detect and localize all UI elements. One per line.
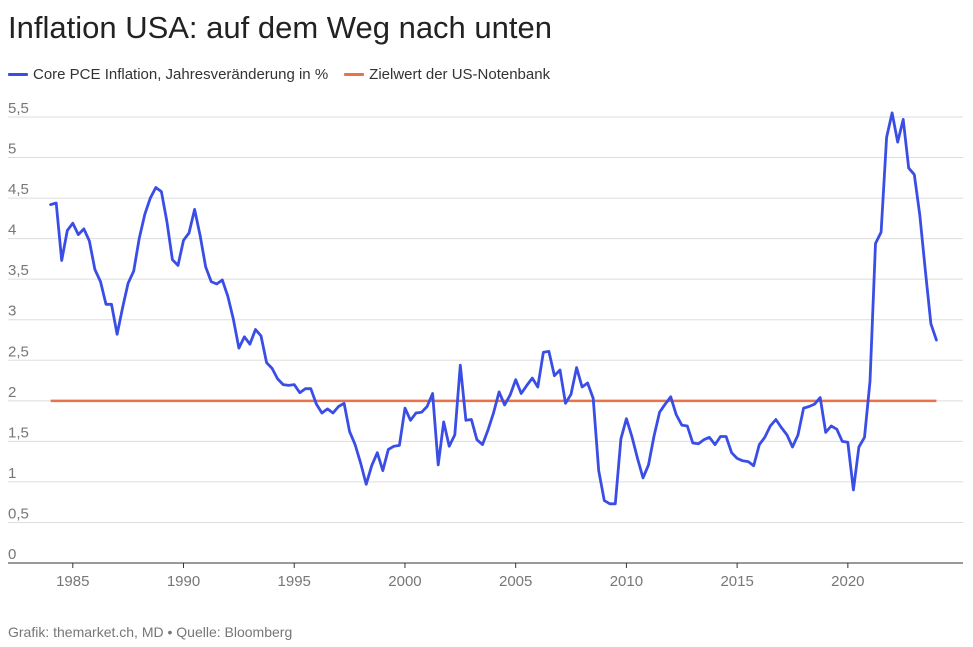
y-tick-label: 5,5 bbox=[8, 100, 29, 117]
y-tick-label: 4,5 bbox=[8, 181, 29, 198]
footer-source: Grafik: themarket.ch, MD • Quelle: Bloom… bbox=[8, 624, 293, 640]
y-tick-label: 2 bbox=[8, 384, 16, 401]
y-tick-label: 0 bbox=[8, 546, 16, 563]
legend-item-core-pce: Core PCE Inflation, Jahresveränderung in… bbox=[8, 66, 328, 83]
legend-item-target: Zielwert der US-Notenbank bbox=[344, 66, 550, 83]
y-tick-label: 5 bbox=[8, 141, 16, 158]
y-axis-tick-labels: 0 0,5 1 1,5 2 2,5 3 3,5 4 4,5 5 5,5 bbox=[8, 100, 29, 563]
x-tick-label: 2000 bbox=[388, 573, 421, 590]
x-tick-label: 2020 bbox=[831, 573, 864, 590]
y-tick-label: 0,5 bbox=[8, 505, 29, 522]
x-tick-label: 2015 bbox=[720, 573, 753, 590]
y-tick-label: 3 bbox=[8, 303, 16, 320]
y-tick-label: 3,5 bbox=[8, 262, 29, 279]
x-axis-tick-labels: 1985 1990 1995 2000 2005 2010 2015 2020 bbox=[56, 563, 865, 590]
chart-title: Inflation USA: auf dem Weg nach unten bbox=[8, 10, 552, 45]
core-pce-series bbox=[49, 111, 938, 506]
gridlines bbox=[8, 116, 963, 523]
x-tick-label: 2010 bbox=[610, 573, 643, 590]
legend: Core PCE Inflation, Jahresveränderung in… bbox=[8, 66, 566, 83]
core-pce-line bbox=[49, 111, 938, 506]
legend-label-target: Zielwert der US-Notenbank bbox=[369, 66, 551, 83]
x-tick-label: 2005 bbox=[499, 573, 532, 590]
x-tick-label: 1985 bbox=[56, 573, 89, 590]
x-tick-label: 1995 bbox=[278, 573, 311, 590]
y-tick-label: 2,5 bbox=[8, 343, 29, 360]
y-tick-label: 1,5 bbox=[8, 424, 29, 441]
legend-swatch-target bbox=[344, 73, 365, 76]
y-tick-label: 4 bbox=[8, 222, 16, 239]
legend-swatch-core-pce bbox=[8, 73, 28, 76]
legend-label-core-pce: Core PCE Inflation, Jahresveränderung in… bbox=[33, 66, 329, 83]
x-tick-label: 1990 bbox=[167, 573, 200, 590]
y-tick-label: 1 bbox=[8, 465, 16, 482]
